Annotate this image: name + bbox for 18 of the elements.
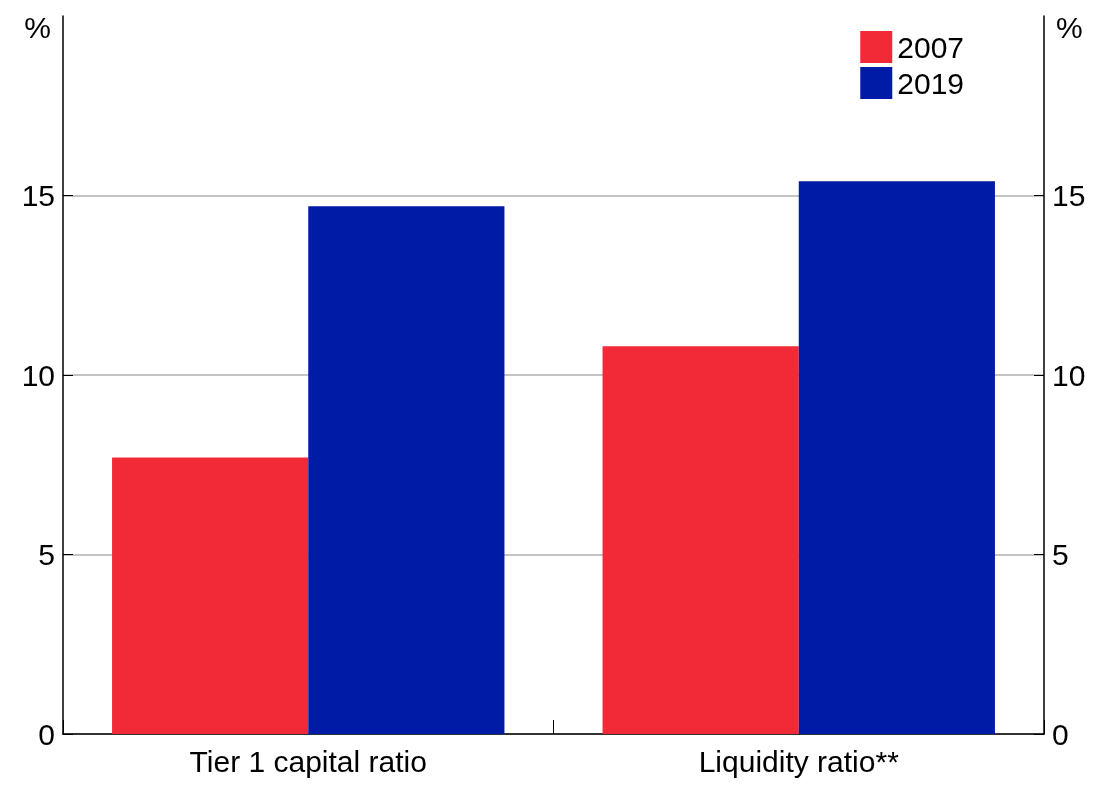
y-axis-title: % [24, 10, 51, 44]
y2-tick-label: 5 [1052, 538, 1069, 571]
x-tick-label: Liquidity ratio** [698, 744, 900, 778]
legend-label: 2007 [897, 30, 965, 64]
y-tick-label: 15 [21, 179, 55, 212]
y2-tick-label: 10 [1052, 358, 1086, 392]
y-tick-label: 10 [21, 358, 55, 392]
bar [602, 346, 799, 734]
y-tick-label: 0 [38, 717, 55, 751]
y-tick-label: 5 [38, 538, 55, 571]
x-tick-label: Tier 1 capital ratio [189, 744, 427, 778]
y2-tick-label: 15 [1052, 179, 1086, 212]
bar [112, 457, 309, 734]
legend-label: 2019 [897, 66, 965, 100]
y2-tick-label: 0 [1052, 717, 1069, 751]
y2-axis-title: % [1056, 10, 1083, 44]
bar [308, 206, 505, 734]
bar [798, 181, 995, 734]
